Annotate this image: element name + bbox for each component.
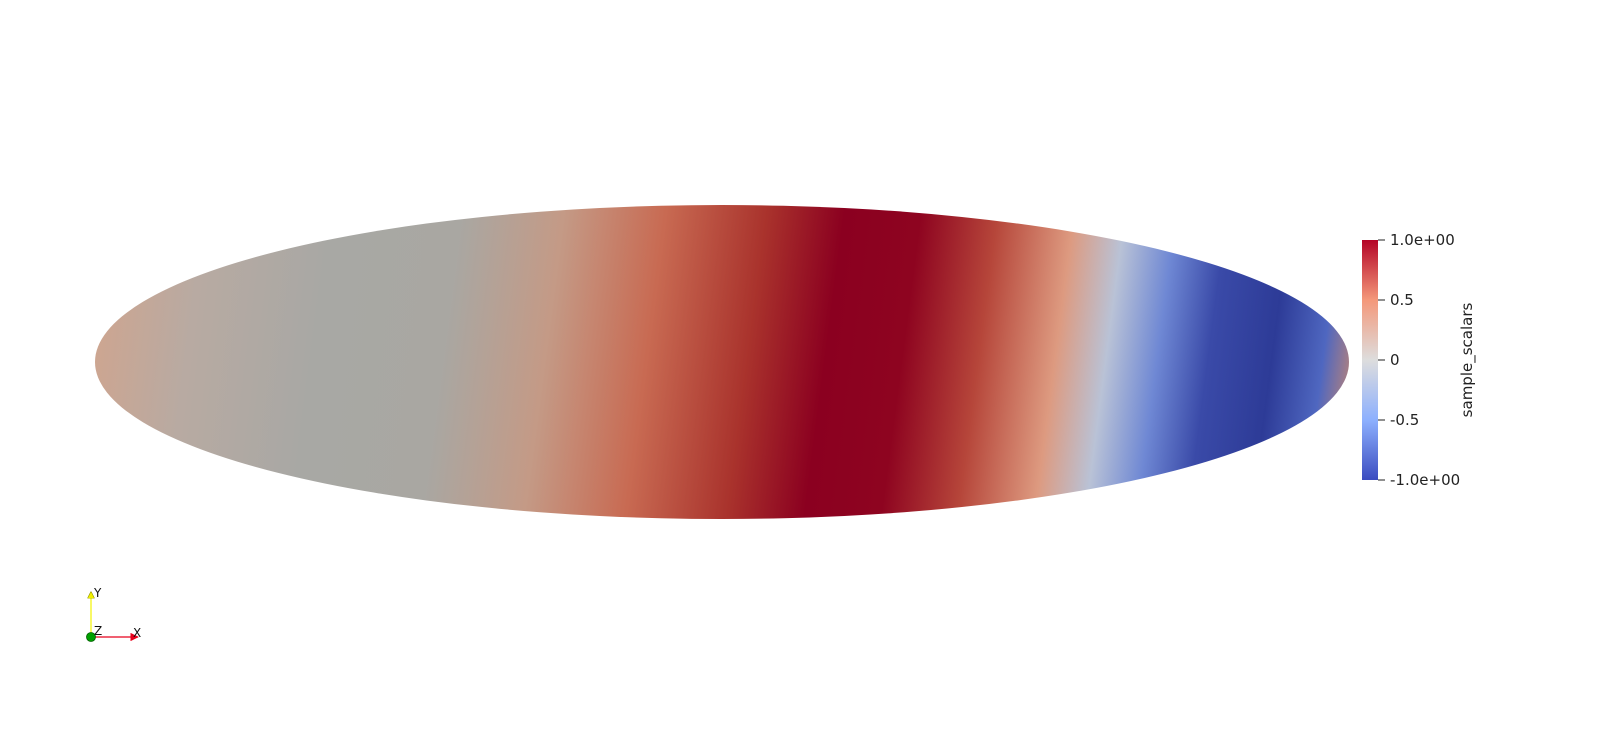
x-axis-label: X	[133, 626, 141, 640]
colorbar-tick-label: 0	[1390, 351, 1400, 369]
colorbar-gradient	[1362, 240, 1378, 480]
scalar-bar[interactable]: 1.0e+00 0.5 0 -0.5 -1.0e+00 sample_scalars	[1362, 231, 1477, 489]
colorbar-tick-label: 1.0e+00	[1390, 231, 1455, 249]
colorbar-tick-label: -1.0e+00	[1390, 471, 1460, 489]
y-axis-label: Y	[93, 586, 102, 600]
colorbar-tick-label: -0.5	[1390, 411, 1419, 429]
z-axis-label: Z	[94, 624, 102, 638]
disk-surface	[95, 205, 1349, 519]
colorbar-title: sample_scalars	[1458, 303, 1477, 418]
orientation-axes[interactable]: X Y Z	[86, 586, 142, 642]
z-axis-marker	[86, 632, 96, 642]
colorbar-ticks: 1.0e+00 0.5 0 -0.5 -1.0e+00	[1378, 231, 1460, 489]
scalar-field-disk	[95, 205, 1349, 519]
colorbar-tick-label: 0.5	[1390, 291, 1414, 309]
